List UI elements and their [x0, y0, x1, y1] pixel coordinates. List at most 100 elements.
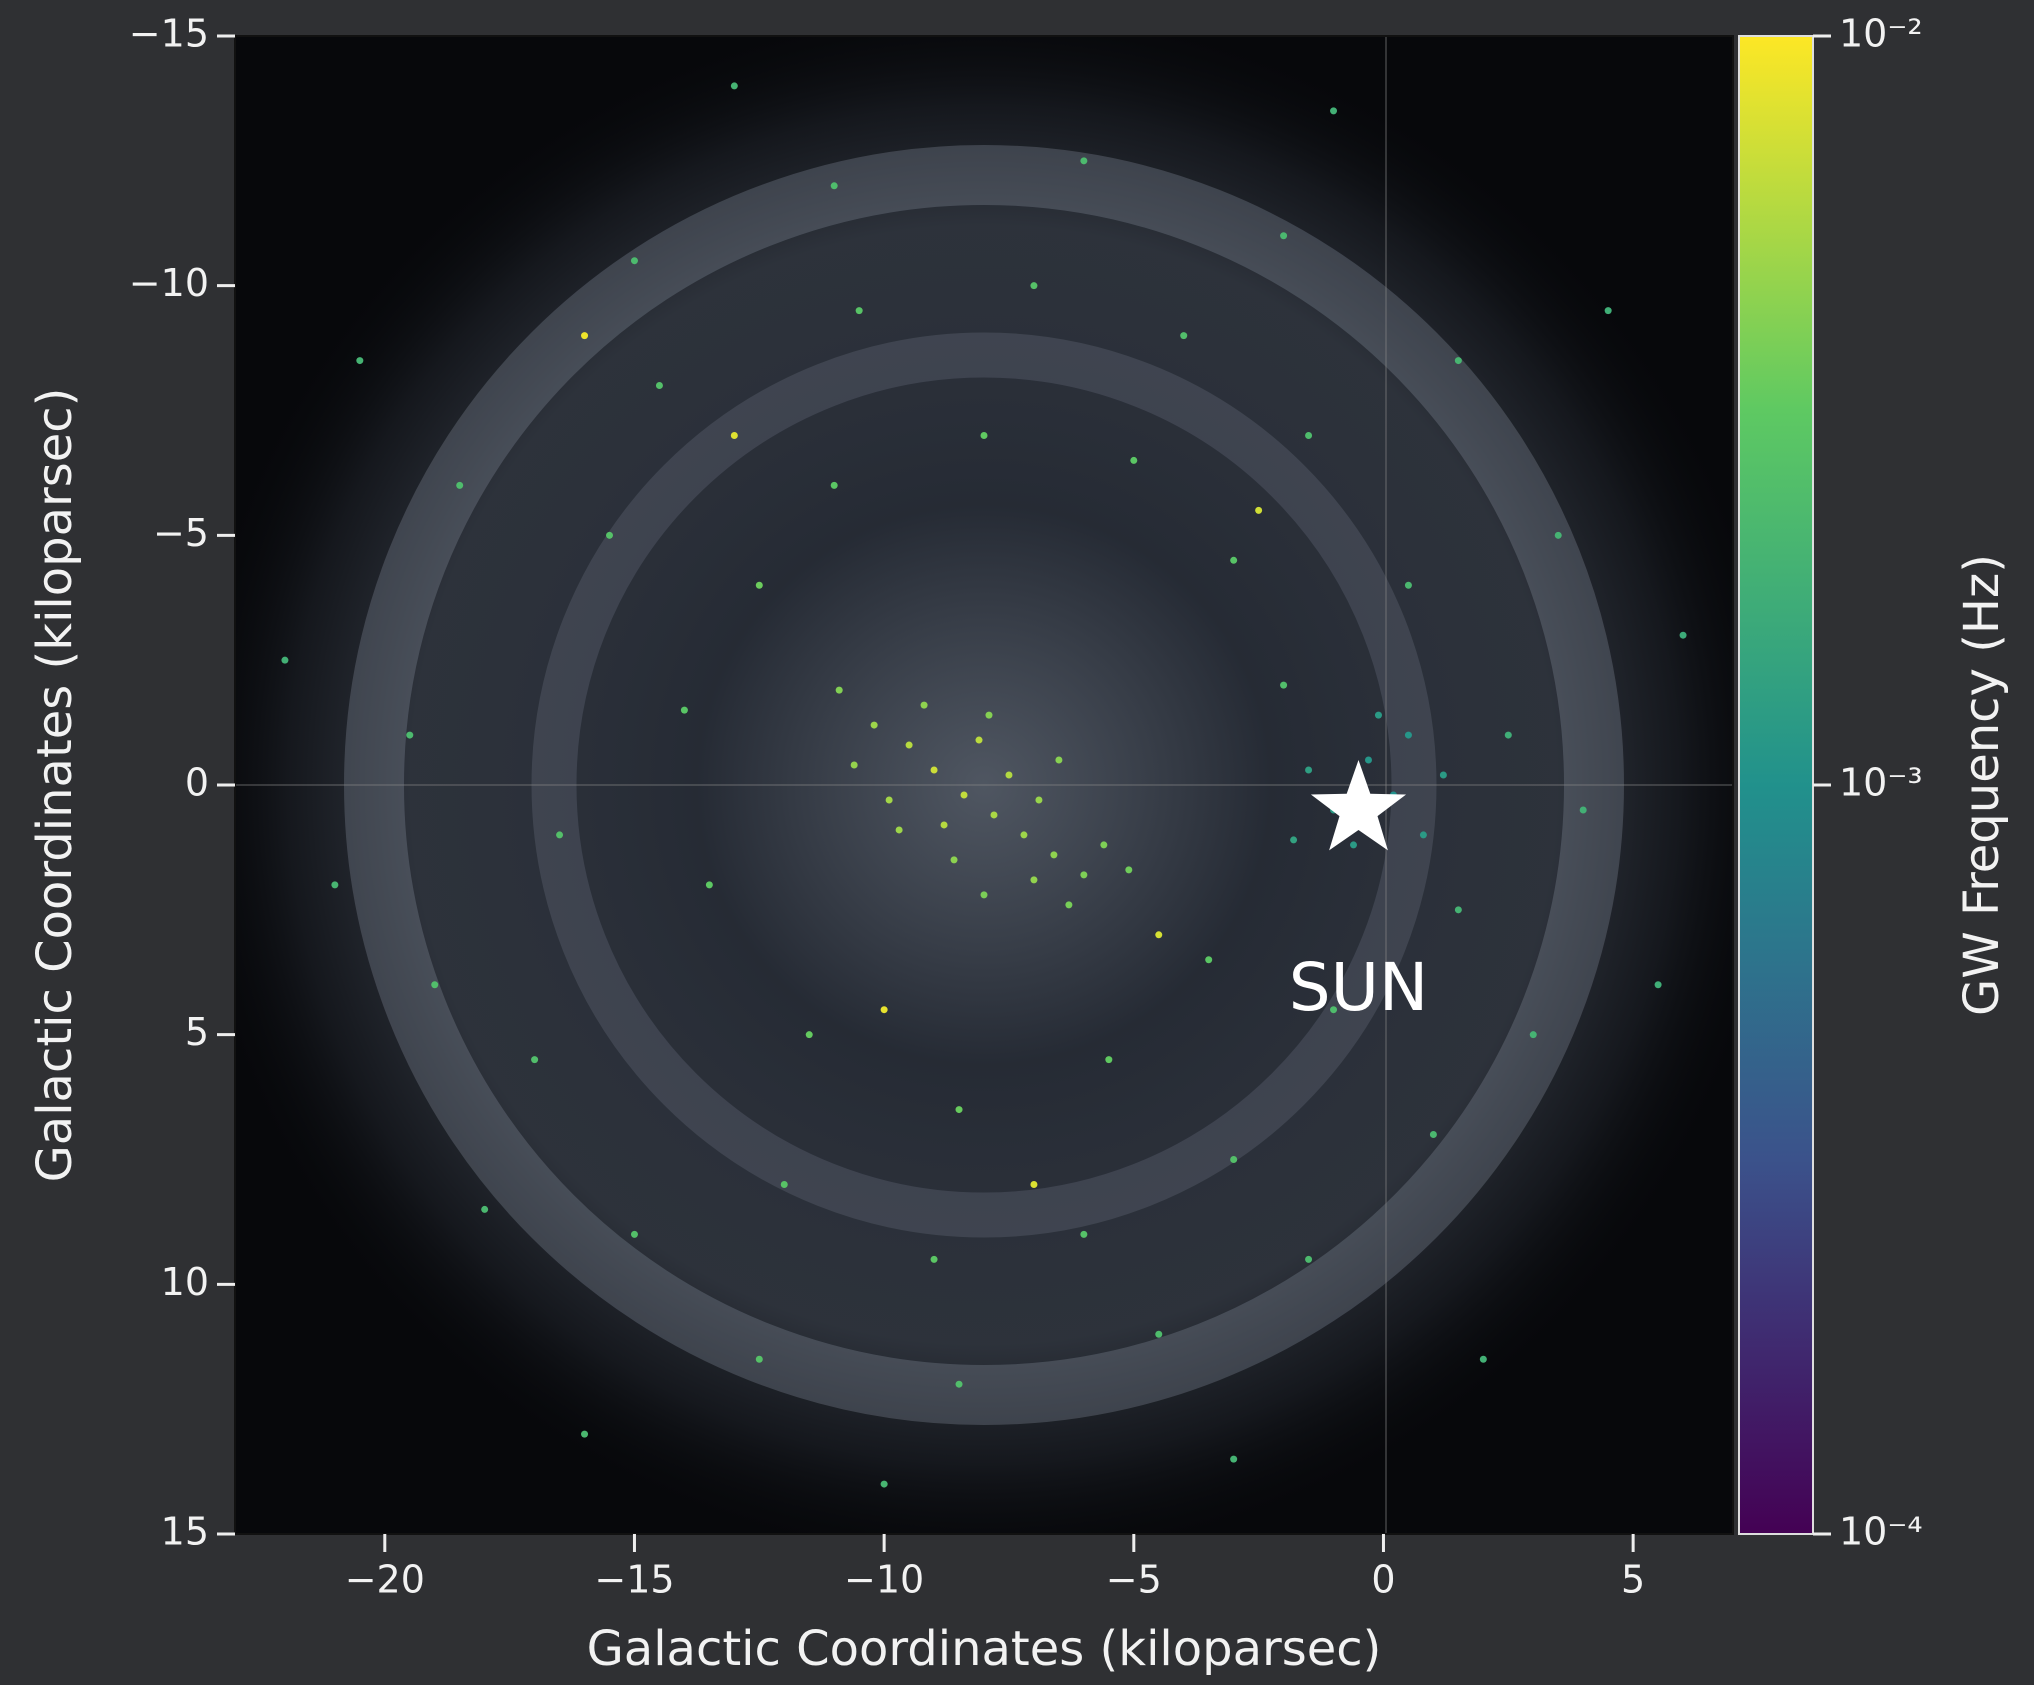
point	[1305, 431, 1313, 439]
point	[1579, 806, 1587, 814]
point	[1404, 731, 1412, 739]
point	[930, 766, 938, 774]
point	[1030, 876, 1038, 884]
point	[1454, 906, 1462, 914]
x-tick-label: 5	[1621, 1558, 1645, 1602]
point	[630, 257, 638, 265]
colorbar-tick-label: 10⁻³	[1839, 761, 1923, 805]
point	[556, 831, 564, 839]
point	[955, 1380, 963, 1388]
point	[1419, 831, 1427, 839]
point	[980, 431, 988, 439]
point	[905, 741, 913, 749]
point	[1454, 357, 1462, 365]
point	[581, 1430, 589, 1438]
point	[1230, 1455, 1238, 1463]
point	[1350, 841, 1358, 849]
point	[1439, 771, 1447, 779]
point	[281, 656, 289, 664]
point	[356, 357, 364, 365]
point	[1155, 931, 1163, 939]
sun-marker	[1310, 760, 1407, 851]
point	[835, 686, 843, 694]
point	[606, 531, 613, 539]
point	[1065, 901, 1073, 909]
point	[1050, 851, 1058, 859]
point	[1130, 456, 1138, 464]
y-tick-label: −15	[129, 12, 209, 56]
point	[730, 431, 738, 439]
point	[1155, 1330, 1163, 1338]
y-tick-label: −5	[153, 511, 209, 555]
point	[1330, 107, 1338, 115]
point	[960, 791, 968, 799]
point	[1030, 282, 1038, 290]
point	[880, 1480, 888, 1488]
point	[1529, 1031, 1537, 1039]
y-tick-label: 5	[185, 1010, 209, 1054]
point	[940, 821, 948, 829]
y-tick-label: 0	[185, 761, 209, 805]
point	[980, 891, 988, 899]
point	[705, 881, 713, 889]
point	[855, 307, 863, 315]
point	[975, 736, 983, 744]
point	[930, 1255, 938, 1263]
point	[1205, 956, 1213, 964]
point	[655, 382, 663, 390]
y-tick-label: 10	[161, 1260, 209, 1304]
galaxy-image	[235, 36, 1733, 1534]
point	[680, 706, 688, 714]
point	[950, 856, 958, 864]
point	[406, 731, 414, 739]
point	[1020, 831, 1028, 839]
point	[1374, 711, 1382, 719]
point	[431, 981, 439, 989]
point	[456, 481, 464, 489]
point	[1504, 731, 1512, 739]
point	[1030, 1180, 1038, 1188]
point	[1364, 756, 1372, 764]
points-layer	[281, 82, 1687, 1488]
point	[850, 761, 858, 769]
point	[1080, 157, 1088, 165]
point	[1100, 841, 1108, 849]
point	[895, 826, 903, 834]
point	[1679, 631, 1687, 639]
point	[1255, 506, 1263, 514]
x-tick-label: −5	[1106, 1558, 1162, 1602]
point	[1305, 1255, 1313, 1263]
colorbar-label: GW Frequency (Hz)	[1954, 554, 2010, 1016]
point	[755, 581, 763, 589]
point	[1080, 871, 1088, 879]
colorbar	[1738, 35, 1814, 1535]
x-axis-label: Galactic Coordinates (kiloparsec)	[587, 1621, 1382, 1677]
point	[1125, 866, 1133, 874]
colorbar-tick-label: 10⁻⁴	[1839, 1510, 1923, 1554]
sun-label: SUN	[1289, 949, 1429, 1026]
point	[1330, 1006, 1338, 1014]
point	[805, 1031, 813, 1039]
point	[1654, 981, 1662, 989]
point	[1604, 307, 1612, 315]
y-axis-label: Galactic Coordinates (kiloparsec)	[27, 388, 83, 1183]
point	[730, 82, 738, 90]
point	[985, 711, 993, 719]
point	[1290, 836, 1298, 844]
x-tick-label: 0	[1371, 1558, 1395, 1602]
point	[880, 1006, 888, 1014]
x-tick-label: −20	[345, 1558, 425, 1602]
y-tick-label: −10	[129, 261, 209, 305]
point	[1230, 556, 1238, 564]
point	[1280, 232, 1288, 240]
point	[870, 721, 878, 729]
point	[830, 182, 838, 190]
point	[1554, 531, 1562, 539]
point	[1080, 1230, 1088, 1238]
point	[1280, 681, 1288, 689]
point	[920, 701, 928, 709]
point	[780, 1180, 788, 1188]
x-tick-label: −15	[594, 1558, 674, 1602]
point	[1055, 756, 1063, 764]
